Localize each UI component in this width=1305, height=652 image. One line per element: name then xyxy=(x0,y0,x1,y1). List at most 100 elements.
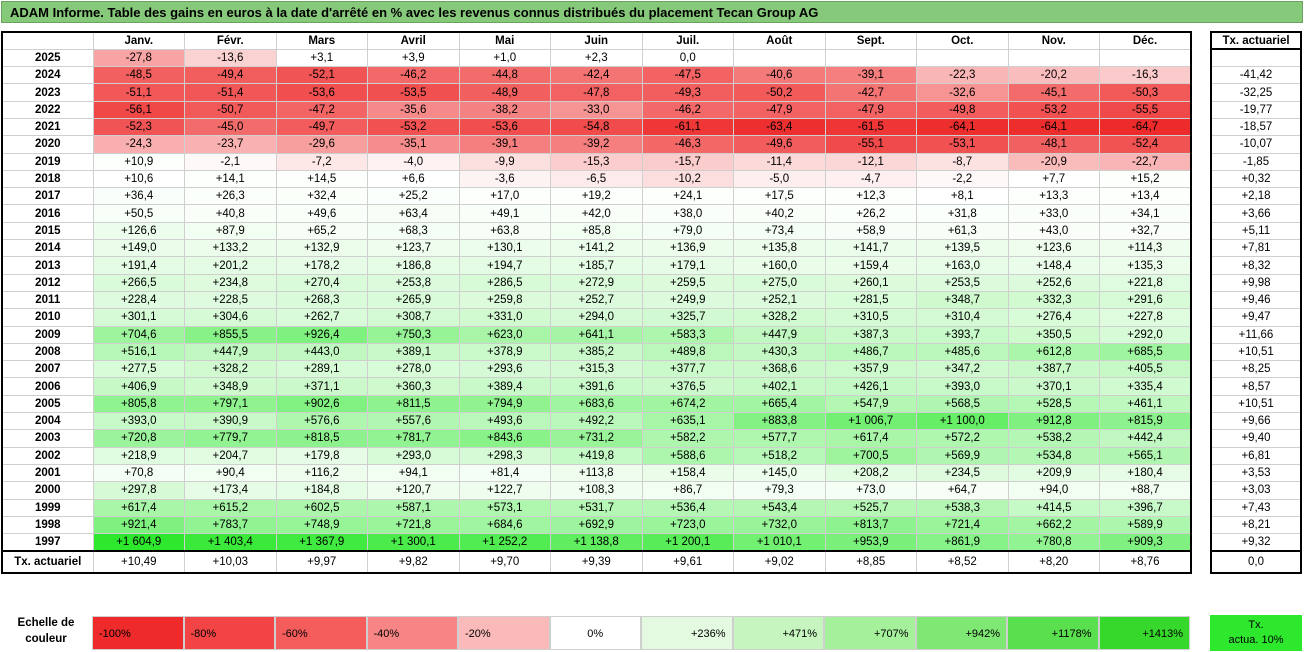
gain-cell: +297,8 xyxy=(92,481,185,500)
gain-cell: +58,9 xyxy=(824,221,917,241)
rate-cell: +3,53 xyxy=(1210,463,1302,483)
rate-cell: +9,32 xyxy=(1210,533,1302,552)
gain-cell: +461,1 xyxy=(1099,394,1192,414)
gain-cell: +813,7 xyxy=(824,515,917,535)
gain-cell: +19,2 xyxy=(550,187,643,206)
gain-cell: +298,3 xyxy=(458,446,551,465)
gain-cell: -15,7 xyxy=(641,152,734,171)
gain-cell: -50,7 xyxy=(184,100,277,119)
gain-cell: +289,1 xyxy=(275,360,368,379)
gain-cell: +348,7 xyxy=(916,290,1009,310)
year-label: 2023 xyxy=(1,83,94,102)
gain-cell: +328,2 xyxy=(184,360,277,379)
gain-cell: +443,0 xyxy=(275,342,368,362)
gain-cell: -2,1 xyxy=(184,152,277,171)
gain-cell: +528,5 xyxy=(1007,394,1100,414)
rate-cell: +5,11 xyxy=(1210,221,1302,241)
year-label: 1998 xyxy=(1,515,94,535)
gain-cell: +387,3 xyxy=(824,325,917,344)
gain-cell: +662,2 xyxy=(1007,515,1100,535)
gain-cell: -11,4 xyxy=(733,152,826,171)
gain-cell: +49,6 xyxy=(275,204,368,223)
legend-swatch: -60% xyxy=(275,616,367,650)
gain-cell: -64,7 xyxy=(1099,117,1192,137)
year-label: 2011 xyxy=(1,290,94,310)
year-label: 2021 xyxy=(1,117,94,137)
legend-swatch: +471% xyxy=(732,616,824,650)
legend-rate-line2: actua. 10% xyxy=(1228,634,1284,646)
gain-cell: +26,2 xyxy=(824,204,917,223)
gain-cell: +265,9 xyxy=(367,290,460,310)
gain-cell: -55,5 xyxy=(1099,100,1192,119)
year-label: 2022 xyxy=(1,100,94,119)
gain-cell: -63,4 xyxy=(733,117,826,137)
table-row: 2017 +36,4 +26,3 +32,4 +25,2 +17,0 +19,2 +24,1 +… xyxy=(1,187,1192,206)
gain-cell: +393,0 xyxy=(916,377,1009,396)
gain-cell: +390,9 xyxy=(184,412,277,431)
gain-cell: +378,9 xyxy=(458,342,551,362)
table-row: 2021 -52,3 -45,0 -49,7 -53,2 -53,6 -54,8 -61,1-… xyxy=(1,117,1192,137)
gain-cell: +179,8 xyxy=(275,446,368,465)
gain-cell: +750,3 xyxy=(367,325,460,344)
gain-cell: -46,2 xyxy=(367,66,460,85)
gain-cell: +266,5 xyxy=(92,273,185,292)
gain-cell: +268,3 xyxy=(275,290,368,310)
table-row: 2012 +266,5 +234,8 +270,4 +253,8 +286,5 +272,9… xyxy=(1,273,1192,292)
rate-cell xyxy=(1210,48,1302,68)
rate-cell: -19,77 xyxy=(1210,100,1302,119)
gain-cell: +525,7 xyxy=(824,498,917,517)
gain-cell: +275,0 xyxy=(733,273,826,292)
gain-cell: +1 200,1 xyxy=(641,533,734,552)
gain-cell: -53,6 xyxy=(275,83,368,102)
gain-cell: -16,3 xyxy=(1099,66,1192,85)
gain-cell: +135,8 xyxy=(733,239,826,258)
gain-cell: +926,4 xyxy=(275,325,368,344)
month-header: Avril xyxy=(367,30,460,50)
gain-cell: +641,1 xyxy=(550,325,643,344)
gain-cell: +173,4 xyxy=(184,481,277,500)
gain-cell: -53,2 xyxy=(1007,100,1100,119)
month-header: Janv. xyxy=(92,30,185,50)
gain-cell: +347,2 xyxy=(916,360,1009,379)
gain-cell: +430,3 xyxy=(733,342,826,362)
gain-cell: +90,4 xyxy=(184,463,277,483)
gain-cell: +42,0 xyxy=(550,204,643,223)
gain-cell: +7,7 xyxy=(1007,169,1100,189)
gain-cell: +159,4 xyxy=(824,256,917,275)
gain-cell: +573,1 xyxy=(458,498,551,517)
gain-cell: +270,4 xyxy=(275,273,368,292)
gain-cell: +43,0 xyxy=(1007,221,1100,241)
rate-cell: +10,51 xyxy=(1210,394,1302,414)
gain-cell: -4,0 xyxy=(367,152,460,171)
gain-cell: +442,4 xyxy=(1099,429,1192,448)
footer-rate-cell: +9,02 xyxy=(733,549,826,574)
gain-cell: -47,8 xyxy=(550,83,643,102)
table-row: 2007 +277,5 +328,2 +289,1 +278,0 +293,6 +315,3… xyxy=(1,360,1192,379)
gain-cell: +73,4 xyxy=(733,221,826,241)
gain-cell: -33,0 xyxy=(550,100,643,119)
gain-cell: +818,5 xyxy=(275,429,368,448)
gain-cell: +406,9 xyxy=(92,377,185,396)
gain-cell: +565,1 xyxy=(1099,446,1192,465)
gain-cell: -3,6 xyxy=(458,169,551,189)
gain-cell: +191,4 xyxy=(92,256,185,275)
gain-cell: -24,3 xyxy=(92,135,185,154)
month-header: Oct. xyxy=(916,30,1009,50)
gain-cell: +623,0 xyxy=(458,325,551,344)
gain-cell: +70,8 xyxy=(92,463,185,483)
gain-cell: +371,1 xyxy=(275,377,368,396)
gain-cell: +921,4 xyxy=(92,515,185,535)
gain-cell: -53,2 xyxy=(367,117,460,137)
gain-cell: -13,6 xyxy=(184,48,277,68)
gain-cell: +122,7 xyxy=(458,481,551,500)
gain-cell: +370,1 xyxy=(1007,377,1100,396)
gain-cell: +185,7 xyxy=(550,256,643,275)
gain-cell: +252,1 xyxy=(733,290,826,310)
gain-cell: -61,1 xyxy=(641,117,734,137)
gain-cell: +32,4 xyxy=(275,187,368,206)
gain-cell: +587,1 xyxy=(367,498,460,517)
gain-cell: +815,9 xyxy=(1099,412,1192,431)
gain-cell: -49,3 xyxy=(641,83,734,102)
gain-cell: +160,0 xyxy=(733,256,826,275)
gain-cell: +1 138,8 xyxy=(550,533,643,552)
